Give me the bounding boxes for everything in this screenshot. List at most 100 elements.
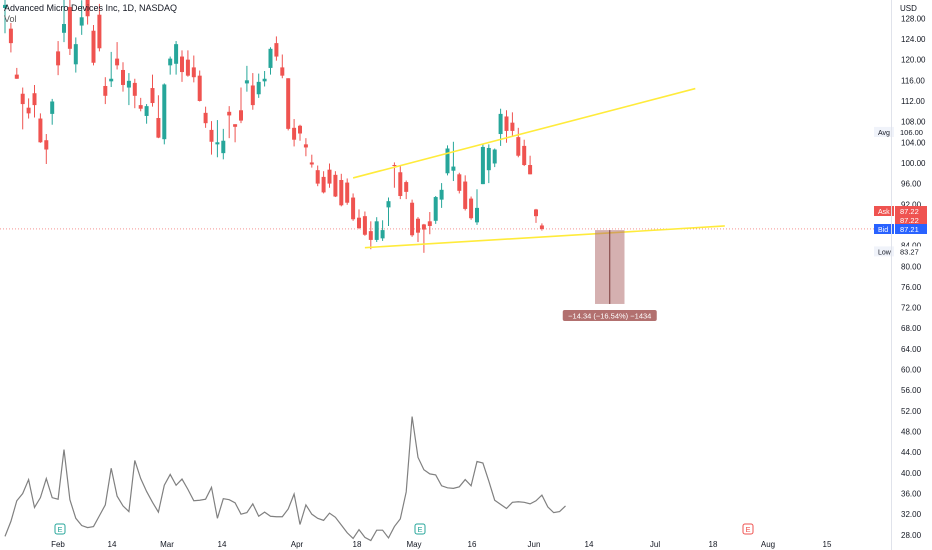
candle-body — [380, 230, 385, 239]
candle-body — [480, 146, 485, 185]
candle-body — [504, 116, 509, 131]
price-tick-label: 128.00 — [901, 14, 926, 23]
candle-body — [191, 67, 196, 78]
candle-body — [233, 124, 238, 127]
candle-body — [416, 218, 420, 233]
candle-body — [492, 149, 497, 164]
measure-label: −14.34 (−16.54%) −1434 — [568, 311, 651, 320]
candle-body — [309, 162, 314, 165]
candle-body — [109, 78, 114, 82]
candle-body — [433, 197, 438, 221]
candle-body — [486, 147, 491, 171]
candle-body — [321, 176, 326, 193]
time-tick-label: Jul — [650, 540, 660, 549]
time-tick-label: 16 — [468, 540, 477, 549]
ask-badge-bg — [895, 206, 927, 216]
candle-body — [85, 0, 90, 17]
candle-body — [185, 59, 190, 76]
time-tick-label: 18 — [353, 540, 362, 549]
candle-body — [333, 174, 338, 197]
price-tick-label: 108.00 — [901, 118, 926, 127]
candle-body — [451, 166, 456, 171]
candle-body — [274, 43, 279, 57]
bid-badge-label: Bid — [878, 227, 888, 234]
price-tick-label: 36.00 — [901, 490, 922, 499]
bid-badge-value: 87.21 — [900, 225, 919, 234]
candle-body — [463, 181, 468, 209]
candle-body — [362, 216, 367, 235]
candle-body — [298, 125, 302, 134]
price-tick-label: 68.00 — [901, 324, 922, 333]
candle-body — [14, 74, 19, 79]
measure-label-bg — [562, 309, 657, 321]
candle-body — [439, 189, 444, 200]
candle-body — [286, 78, 291, 129]
candle-body — [315, 170, 320, 184]
candle-body — [475, 207, 479, 223]
candle-body — [180, 56, 184, 73]
price-axis-separator — [891, 0, 892, 550]
price-tick-label: 80.00 — [901, 262, 922, 271]
price-tick-label: 112.00 — [901, 97, 925, 106]
candle-body — [368, 231, 373, 240]
candle-body — [392, 165, 397, 167]
earnings-marker-bg — [414, 523, 426, 535]
candle-body — [44, 140, 49, 150]
symbol-title: Advanced Micro Devices Inc, 1D, NASDAQ — [4, 3, 178, 13]
candle-body — [79, 17, 84, 26]
price-tick-label: 124.00 — [901, 35, 926, 44]
candle-body — [150, 88, 155, 104]
time-tick-label: 15 — [823, 540, 832, 549]
candle-body — [522, 145, 527, 166]
volume-legend: Vol — [4, 14, 17, 24]
candle-body — [62, 24, 66, 33]
candle-body — [510, 122, 515, 131]
candle-body — [469, 198, 474, 219]
candle-body — [91, 30, 96, 63]
low-badge-label: Low — [878, 249, 892, 256]
time-tick-label: Mar — [160, 540, 174, 549]
time-tick-label: Apr — [291, 540, 304, 549]
candle-body — [132, 82, 137, 96]
candle-body — [103, 85, 108, 96]
candle-body — [303, 144, 308, 148]
candle-body — [73, 44, 78, 65]
candle-body — [345, 182, 350, 203]
candle-body — [203, 112, 208, 124]
candle-body — [398, 172, 403, 197]
candle-body — [67, 6, 72, 49]
candle-body — [32, 93, 37, 106]
candle-body — [250, 85, 255, 106]
price-tick-label: 104.00 — [901, 138, 926, 147]
candle-body — [168, 58, 173, 66]
ask-badge-label-bg — [874, 206, 894, 216]
time-tick-label: Aug — [761, 540, 775, 549]
candle-body — [221, 140, 226, 154]
last-badge-bg — [895, 215, 927, 225]
candle-body — [374, 221, 379, 240]
time-tick-label: 14 — [218, 540, 227, 549]
trendline — [352, 87, 696, 179]
candle-body — [421, 224, 426, 230]
candle-body — [56, 51, 61, 66]
candle-body — [457, 174, 462, 191]
chart-header: Advanced Micro Devices Inc, 1D, NASDAQ V… — [4, 3, 177, 25]
avg-badge-label-bg — [874, 126, 894, 137]
candle-body — [339, 179, 344, 206]
candle-body — [197, 75, 202, 101]
price-tick-label: 28.00 — [901, 531, 922, 540]
earnings-marker: E — [57, 525, 62, 534]
candle-body — [227, 111, 232, 116]
last-badge-value: 87.22 — [900, 216, 919, 225]
candle-body — [174, 44, 179, 64]
price-tick-label: 72.00 — [901, 304, 922, 313]
price-tick-label: 56.00 — [901, 386, 922, 395]
price-tick-label: 32.00 — [901, 510, 922, 519]
currency-label: USD — [900, 4, 917, 13]
candle-body — [292, 127, 297, 140]
candle-body — [26, 107, 31, 114]
candle-body — [427, 221, 432, 226]
candle-body — [3, 4, 7, 8]
avg-badge-bg — [895, 126, 927, 137]
